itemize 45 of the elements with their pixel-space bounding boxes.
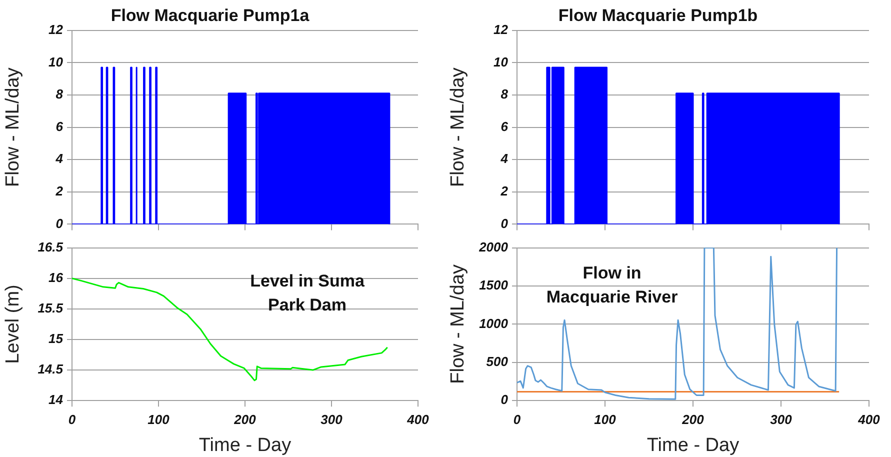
x-axis-title: Time - Day xyxy=(646,434,740,456)
y-tick-label: 0 xyxy=(56,216,64,231)
y-tick-label: 10 xyxy=(48,54,64,70)
y-axis-title: Flow - ML/day xyxy=(448,264,469,384)
y-tick-label: 14 xyxy=(48,392,64,408)
y-tick-label: 12 xyxy=(48,22,64,37)
y-tick-label: 15 xyxy=(48,331,64,346)
y-tick-label: 14.5 xyxy=(38,362,64,377)
annotation: Flow in Macquarie River xyxy=(546,264,678,307)
y-tick-label: 500 xyxy=(486,354,509,369)
x-tick-label: 0 xyxy=(68,412,76,427)
y-tick-label: 4 xyxy=(500,151,509,166)
x-tick-label: 200 xyxy=(681,412,705,427)
y-tick-label: 0 xyxy=(500,392,509,408)
x-tick-label: 300 xyxy=(770,412,793,427)
x-tick-label: 300 xyxy=(320,412,344,427)
y-tick-label: 12 xyxy=(494,22,509,37)
y-axis-title: Flow - ML/day xyxy=(2,67,24,187)
y-tick-label: 2 xyxy=(500,183,509,198)
y-tick-label: 6 xyxy=(500,118,509,134)
x-tick-label: 200 xyxy=(233,412,257,427)
chart-title: Flow Macquarie Pump1b xyxy=(558,6,758,25)
y-tick-label: 2 xyxy=(54,183,64,198)
annotation: Level in Suma Park Dam xyxy=(250,271,365,314)
x-axis-title: Time - Day xyxy=(198,434,292,456)
chart-title: Flow Macquarie Pump1a xyxy=(110,6,310,25)
x-tick-label: 400 xyxy=(857,412,881,427)
y-axis-title: Level (m) xyxy=(2,284,24,364)
y-tick-label: 15.5 xyxy=(38,300,64,316)
y-tick-label: 2000 xyxy=(478,239,509,254)
y-tick-label: 1500 xyxy=(479,278,509,293)
y-tick-label: 1000 xyxy=(479,316,509,331)
y-axis-title: Flow - ML/day xyxy=(448,67,469,187)
y-tick-label: 6 xyxy=(56,118,64,134)
y-tick-label: 0 xyxy=(500,216,509,231)
x-tick-label: 100 xyxy=(594,412,617,427)
y-tick-label: 10 xyxy=(494,54,509,70)
y-tick-label: 8 xyxy=(56,86,64,102)
y-tick-label: 16.5 xyxy=(38,239,64,254)
x-tick-label: 0 xyxy=(513,412,522,427)
x-tick-label: 100 xyxy=(148,412,170,427)
y-tick-label: 8 xyxy=(500,86,509,102)
y-tick-label: 4 xyxy=(54,151,64,166)
y-tick-label: 16 xyxy=(48,270,64,285)
x-tick-label: 400 xyxy=(406,412,430,427)
